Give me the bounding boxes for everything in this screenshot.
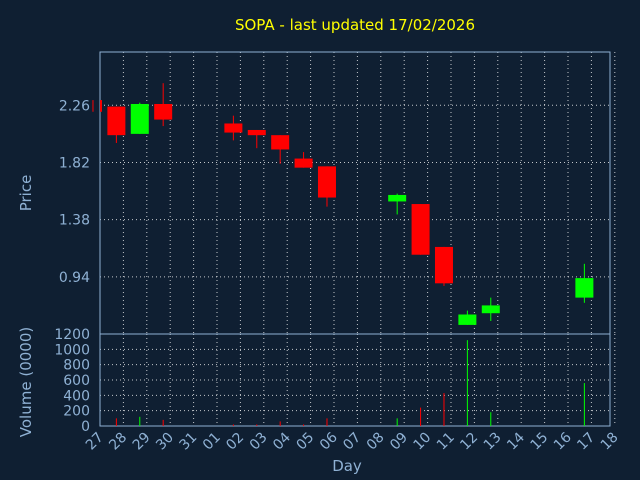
chart-title: SOPA - last updated 17/02/2026 bbox=[235, 16, 475, 34]
candle-layer bbox=[92, 83, 594, 325]
volume-tick-label: 200 bbox=[63, 404, 90, 420]
day-tick-label: 02 bbox=[223, 430, 247, 454]
day-tick-label: 28 bbox=[106, 430, 130, 454]
candle bbox=[458, 310, 477, 325]
candle bbox=[92, 100, 102, 112]
candle bbox=[411, 204, 430, 255]
day-tick-label: 08 bbox=[364, 430, 388, 454]
price-tick-label: 1.38 bbox=[59, 213, 90, 229]
plot-frame bbox=[99, 51, 611, 427]
price-axis-ticks: 2.26 1.82 1.38 0.94 bbox=[59, 98, 90, 286]
candle bbox=[107, 106, 126, 143]
candle-body bbox=[388, 194, 407, 202]
volume-tick-label: 1200 bbox=[54, 327, 90, 343]
day-tick-label: 17 bbox=[574, 430, 598, 454]
candle bbox=[224, 115, 243, 141]
volume-tick-label: 1000 bbox=[54, 342, 90, 358]
candle-body bbox=[247, 129, 266, 136]
candle-body bbox=[434, 246, 453, 284]
candle bbox=[575, 263, 594, 303]
day-tick-label: 05 bbox=[294, 430, 318, 454]
day-tick-label: 06 bbox=[317, 429, 341, 453]
volume-tick-label: 800 bbox=[63, 358, 90, 374]
price-tick-label: 2.26 bbox=[59, 98, 90, 114]
candle-body bbox=[130, 103, 149, 134]
day-tick-label: 13 bbox=[481, 430, 505, 454]
volume-axis-label: Volume (0000) bbox=[17, 327, 35, 437]
volume-layer bbox=[115, 340, 585, 426]
candle bbox=[481, 297, 500, 322]
volume-tick-label: 400 bbox=[63, 388, 90, 404]
candle bbox=[434, 246, 453, 286]
candle-body bbox=[317, 166, 336, 198]
candle bbox=[247, 129, 266, 149]
candle-body bbox=[154, 103, 173, 120]
day-tick-label: 07 bbox=[340, 430, 364, 454]
day-tick-label: 01 bbox=[200, 430, 224, 454]
candle bbox=[388, 193, 407, 215]
day-tick-label: 10 bbox=[411, 430, 435, 454]
day-tick-label: 15 bbox=[528, 430, 552, 454]
day-tick-label: 29 bbox=[130, 430, 154, 454]
day-axis-ticks: 27 28 29 30 31 01 02 03 04 05 06 07 08 09 10 11 12 13 14 15… bbox=[83, 429, 622, 453]
candle-body bbox=[481, 305, 500, 314]
day-tick-label: 03 bbox=[247, 430, 271, 454]
day-tick-label: 14 bbox=[504, 429, 528, 453]
candle-body bbox=[271, 135, 290, 150]
candle-body bbox=[411, 204, 430, 255]
candle bbox=[271, 135, 290, 164]
day-tick-label: 31 bbox=[177, 430, 201, 454]
candle-body bbox=[458, 314, 477, 325]
volume-tick-label: 0 bbox=[81, 419, 90, 435]
day-tick-label: 12 bbox=[457, 430, 481, 454]
day-tick-label: 09 bbox=[387, 430, 411, 454]
day-tick-label: 04 bbox=[270, 429, 294, 453]
day-axis-label: Day bbox=[332, 457, 362, 475]
price-axis-label: Price bbox=[17, 175, 35, 212]
candle bbox=[317, 166, 336, 207]
volume-tick-label: 600 bbox=[63, 373, 90, 389]
day-tick-label: 18 bbox=[598, 430, 622, 454]
candle bbox=[154, 83, 173, 127]
candle bbox=[294, 152, 313, 168]
price-tick-label: 0.94 bbox=[59, 270, 90, 286]
day-tick-label: 11 bbox=[434, 430, 458, 454]
candle-body bbox=[100, 100, 102, 112]
day-tick-label: 16 bbox=[551, 429, 575, 453]
candle-body bbox=[107, 106, 126, 136]
day-tick-label: 30 bbox=[153, 430, 177, 454]
candle-body bbox=[224, 123, 243, 133]
candle-body bbox=[294, 158, 313, 168]
price-tick-label: 1.82 bbox=[59, 155, 90, 171]
candle-body bbox=[575, 278, 594, 298]
candle bbox=[130, 102, 149, 134]
grid-layer bbox=[99, 52, 616, 426]
